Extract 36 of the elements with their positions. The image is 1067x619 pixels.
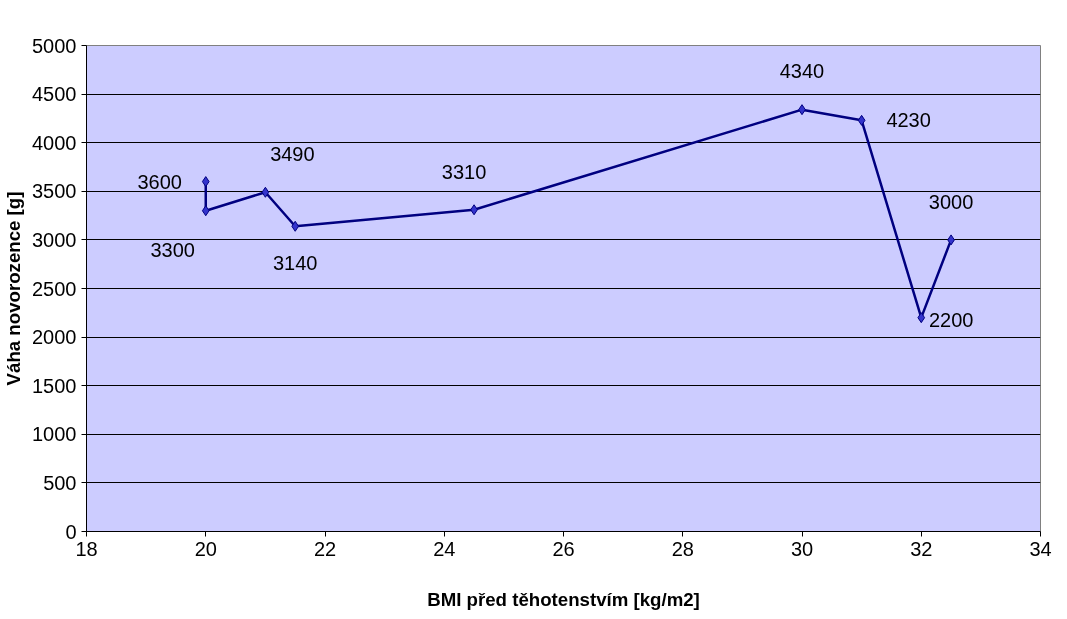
y-tick-label: 3000 [32,228,77,251]
y-axis-title: Váha novorozence [g] [3,191,25,386]
y-tick-label: 2000 [32,326,77,349]
data-label: 3310 [441,160,487,183]
data-label: 4340 [779,59,825,82]
x-axis-title: BMI před těhotenstvím [kg/m2] [427,588,700,610]
x-tick-label: 34 [1029,537,1052,560]
y-tick-label: 5000 [32,34,77,57]
data-label: 3000 [928,190,974,213]
data-label: 3490 [270,143,315,166]
data-label: 3300 [150,238,195,261]
x-tick-label: 22 [313,537,337,560]
x-tick-label: 18 [75,537,98,560]
data-label: 3140 [272,252,318,275]
data-label: 3600 [137,170,182,193]
y-tick-label: 4500 [32,83,77,106]
x-tick-label: 24 [433,537,456,560]
data-label: 2200 [929,308,974,331]
data-label: 4230 [886,109,931,132]
x-tick-label: 32 [910,537,933,560]
point [261,186,270,198]
point [857,114,866,126]
point [201,205,210,217]
y-tick-label: 2500 [32,277,77,300]
y-tick-label: 1500 [32,374,77,397]
x-tick-label: 28 [671,537,694,560]
y-tick-label: 1000 [32,423,77,446]
y-tick-label: 4000 [32,131,77,154]
x-tick-label: 30 [790,537,814,560]
point [291,220,300,232]
x-tick-label: 20 [194,537,217,560]
y-tick-label: 0 [65,520,77,543]
point [917,312,926,324]
y-tick-label: 3500 [32,180,77,203]
y-tick-label: 500 [43,471,77,494]
x-tick-label: 26 [552,537,575,560]
